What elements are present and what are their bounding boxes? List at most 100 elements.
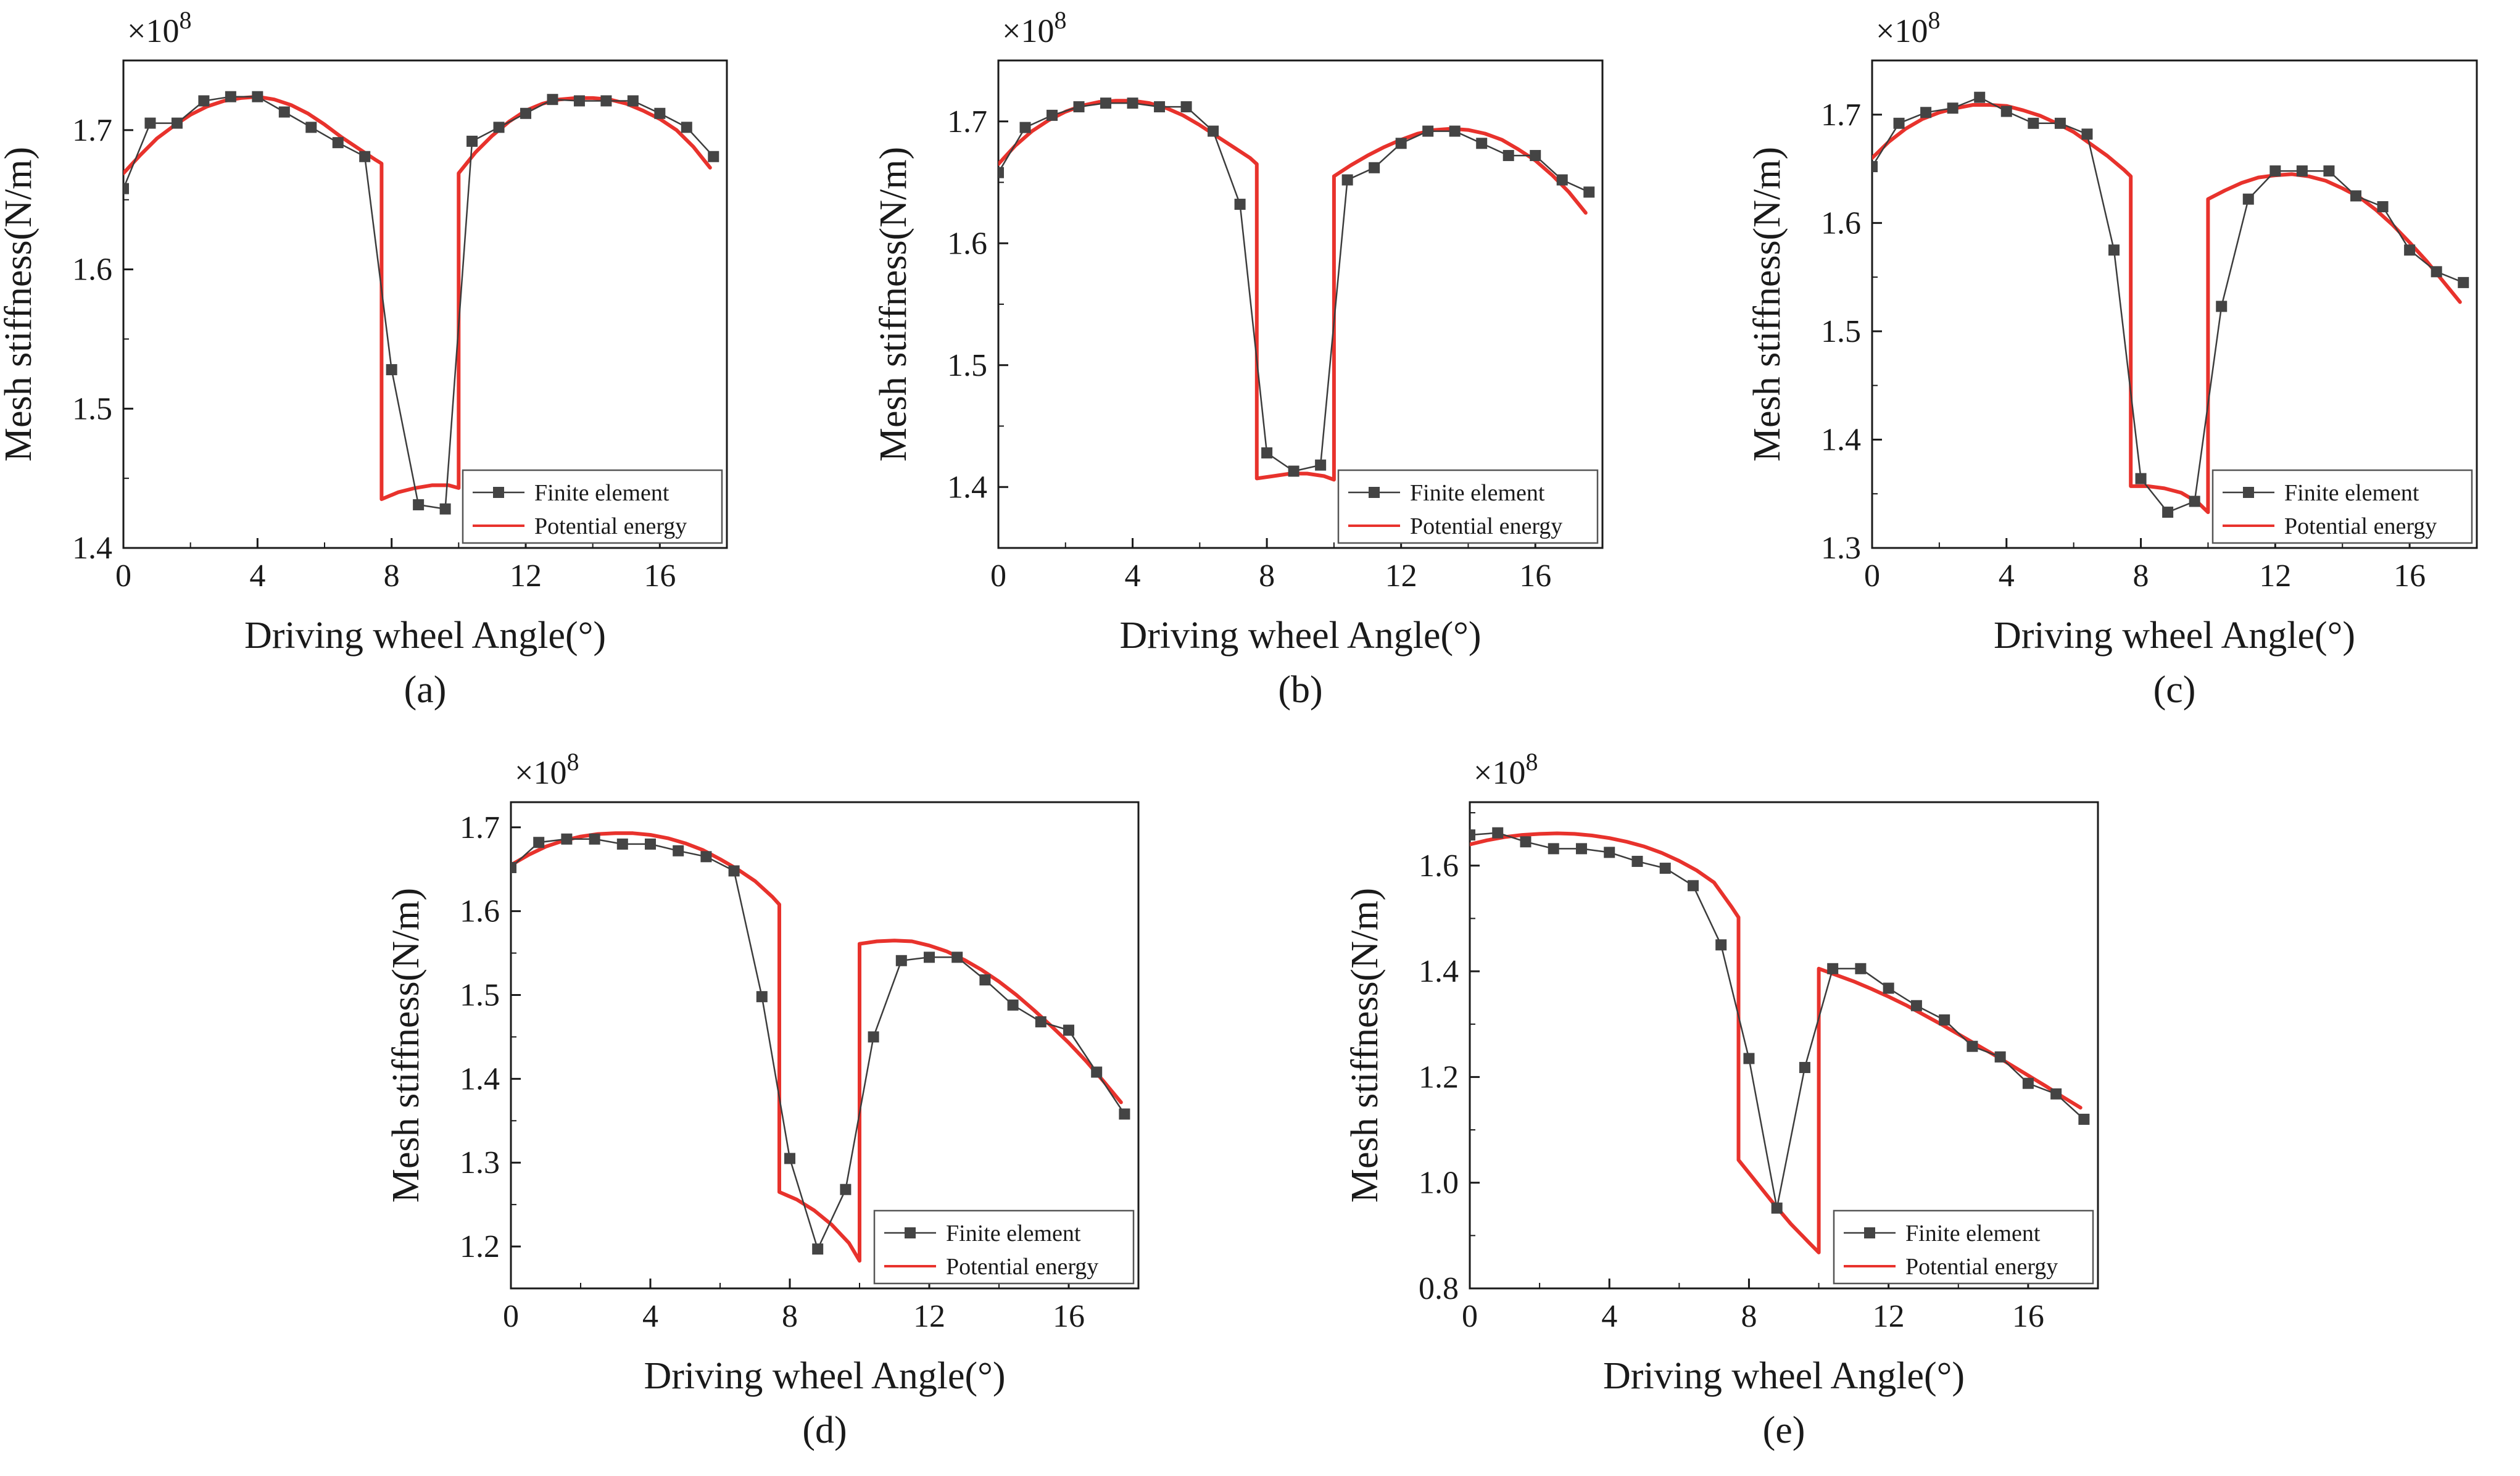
data-point-finite-element [1154, 101, 1166, 113]
data-point-finite-element [1035, 1016, 1047, 1027]
data-point-finite-element [1883, 982, 1894, 994]
data-point-finite-element [2050, 1088, 2062, 1100]
data-point-finite-element [924, 952, 935, 963]
x-tick-label: 8 [384, 558, 400, 594]
chart-panel: 0 4 8 12 16 0.8 1.0 1.2 1.4 1.6 Driving wheel Angl… [1344, 748, 2099, 1451]
data-point-finite-element [533, 837, 545, 848]
data-point-finite-element [1091, 1066, 1103, 1078]
data-point-finite-element [998, 167, 1004, 178]
data-point-finite-element [386, 364, 397, 376]
legend-marker-finite-element [493, 487, 504, 498]
multiplier-exponent: 8 [1054, 6, 1066, 34]
data-point-finite-element [2078, 1113, 2090, 1125]
x-tick-label: 8 [1741, 1299, 1757, 1334]
legend-box [2211, 469, 2473, 544]
data-point-finite-element [2189, 495, 2200, 507]
data-point-finite-element [645, 838, 656, 850]
data-point-finite-element [1827, 963, 1839, 974]
y-tick-label: 1.5 [460, 977, 500, 1013]
x-tick-label: 16 [2012, 1299, 2044, 1334]
y-tick-label: 1.5 [72, 391, 112, 426]
data-point-finite-element [2028, 117, 2039, 129]
data-point-finite-element [812, 1243, 824, 1255]
data-point-finite-element [123, 183, 129, 194]
x-axis-label: Driving wheel Angle(°) [644, 1355, 1005, 1397]
legend-marker-finite-element [1369, 487, 1380, 498]
data-point-finite-element [1492, 827, 1504, 839]
data-point-finite-element [1208, 125, 1219, 137]
panel-label: (d) [802, 1409, 847, 1451]
multiplier-base: ×10 [1876, 12, 1928, 49]
y-tick-label: 1.3 [1821, 531, 1861, 566]
data-point-finite-element [1556, 174, 1568, 186]
data-point-finite-element [681, 122, 692, 133]
multiplier-exponent: 8 [1928, 6, 1940, 34]
legend-label-finite-element: Finite element [1410, 480, 1545, 506]
chart-panel: 0 4 8 12 16 1.4 1.5 1.6 1.7 Driving wheel Angle(°… [0, 6, 728, 711]
y-axis-label: Mesh stiffness(N/m) [1746, 147, 1788, 462]
data-point-finite-element [413, 499, 425, 511]
data-point-finite-element [2269, 165, 2281, 177]
legend: Finite element Potential energy [2211, 469, 2473, 544]
y-tick-label: 1.4 [947, 470, 987, 505]
data-point-finite-element [1994, 1051, 2006, 1063]
data-point-finite-element [1047, 109, 1058, 121]
series-line-finite-element [1470, 832, 2085, 1209]
data-point-finite-element [547, 94, 558, 106]
series-line-potential-energy [1872, 103, 2462, 515]
data-point-finite-element [1470, 829, 1475, 841]
data-point-finite-element [1261, 447, 1273, 458]
y-tick-label: 1.7 [72, 113, 112, 148]
data-point-finite-element [1369, 162, 1380, 173]
data-point-finite-element [1575, 843, 1587, 855]
data-point-finite-element [589, 833, 600, 845]
x-tick-label: 0 [503, 1299, 519, 1334]
legend-box [1337, 469, 1599, 544]
x-tick-label: 4 [249, 558, 265, 594]
data-point-finite-element [1967, 1040, 1978, 1052]
data-point-finite-element [708, 151, 719, 162]
plot-area [1470, 827, 2090, 1254]
multiplier-base: ×10 [127, 12, 179, 49]
x-tick-label: 4 [642, 1299, 658, 1334]
y-tick-label: 1.6 [1419, 848, 1459, 884]
data-point-finite-element [1395, 138, 1407, 149]
x-tick-label: 8 [1259, 558, 1275, 594]
data-point-finite-element [2404, 244, 2416, 256]
data-point-finite-element [573, 95, 585, 107]
legend: Finite element Potential energy [1337, 469, 1599, 544]
legend-label-potential-energy: Potential energy [1905, 1254, 2058, 1280]
data-point-finite-element [1127, 97, 1138, 109]
legend-marker-finite-element [2243, 487, 2254, 498]
data-point-finite-element [2135, 473, 2147, 484]
data-point-finite-element [1288, 465, 1299, 477]
data-point-finite-element [1019, 122, 1031, 133]
data-point-finite-element [784, 1153, 795, 1164]
chart-panel: 0 4 8 12 16 1.3 1.4 1.5 1.6 1.7 Driving wheel Angl… [1746, 6, 2478, 711]
data-point-finite-element [1743, 1053, 1755, 1064]
legend-label-potential-energy: Potential energy [2284, 513, 2437, 539]
data-point-finite-element [1920, 107, 1932, 118]
plot-area [998, 97, 1595, 482]
x-tick-label: 12 [510, 558, 542, 594]
data-point-finite-element [1422, 125, 1434, 137]
x-tick-label: 4 [1125, 558, 1141, 594]
multiplier-exponent: 8 [179, 6, 191, 34]
series-line-potential-energy [1470, 831, 2083, 1254]
data-point-finite-element [616, 838, 628, 850]
multiplier-base: ×10 [1473, 754, 1525, 791]
data-point-finite-element [1855, 963, 1867, 974]
axis-multiplier: ×108 [515, 748, 579, 791]
x-tick-label: 16 [644, 558, 676, 594]
legend-box [873, 1209, 1135, 1285]
axis-multiplier: ×108 [127, 6, 191, 49]
data-point-finite-element [728, 865, 740, 877]
legend: Finite element Potential energy [1833, 1209, 2094, 1285]
axis-multiplier: ×108 [1473, 748, 1538, 791]
multiplier-base: ×10 [515, 754, 566, 791]
y-tick-label: 1.6 [72, 252, 112, 288]
legend-box [1833, 1209, 2094, 1285]
legend-label-finite-element: Finite element [2284, 480, 2419, 506]
panel-label: (b) [1278, 669, 1322, 711]
data-point-finite-element [1939, 1014, 1950, 1026]
